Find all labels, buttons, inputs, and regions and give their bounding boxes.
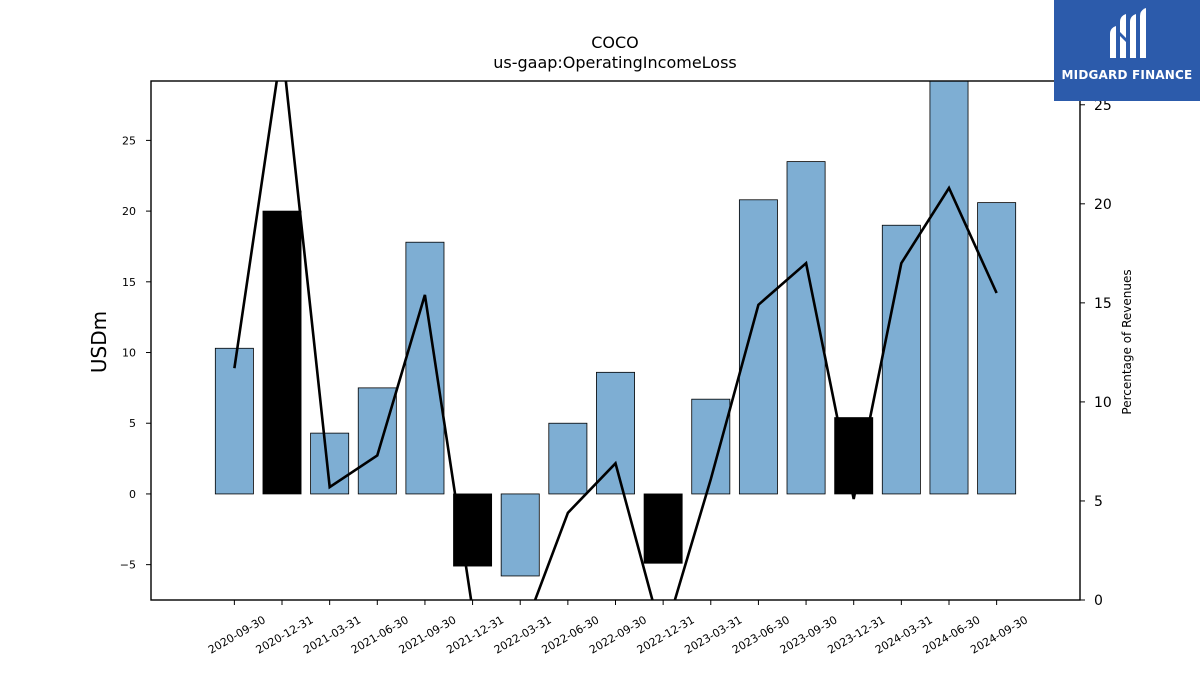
- y-tick-label: 20: [122, 205, 136, 218]
- bar: [405, 241, 445, 495]
- bar: [357, 387, 397, 495]
- percent-line: [233, 81, 998, 600]
- logo-text: MIDGARD FINANCE: [1061, 68, 1193, 82]
- bar-series: [214, 81, 1017, 577]
- y2-tick-label: 25: [1094, 98, 1112, 114]
- y2-tick-label: 20: [1094, 197, 1112, 213]
- bar: [262, 210, 302, 495]
- bar: [738, 199, 778, 495]
- bar: [977, 202, 1017, 495]
- y-tick-label: −5: [120, 559, 136, 572]
- y2-tick-label: 10: [1094, 395, 1112, 411]
- y-tick-label: 25: [122, 134, 136, 147]
- y-tick-label: 5: [129, 417, 136, 430]
- y2-tick-label: 15: [1094, 296, 1112, 312]
- bar: [881, 224, 921, 495]
- bar: [548, 422, 588, 495]
- bar: [500, 493, 540, 577]
- y-tick-label: 10: [122, 347, 136, 360]
- bar: [929, 81, 969, 495]
- bar: [214, 347, 254, 495]
- percent-line-series: [233, 81, 998, 600]
- bar: [596, 371, 635, 495]
- chart-title: COCO: [591, 33, 639, 52]
- chart-subtitle: us-gaap:OperatingIncomeLoss: [493, 53, 737, 72]
- logo-mark-icon: [1110, 8, 1146, 58]
- y-tick-label: 15: [122, 276, 136, 289]
- y-axis-label: USDm: [87, 311, 111, 373]
- y2-axis-label: Percentage of Revenues: [1120, 269, 1134, 414]
- y2-tick-label: 5: [1094, 494, 1103, 510]
- y-tick-label: 0: [129, 488, 136, 501]
- y2-tick-label: 0: [1094, 593, 1103, 609]
- brand-logo: MIDGARD FINANCE: [1054, 0, 1200, 101]
- bar: [643, 493, 683, 564]
